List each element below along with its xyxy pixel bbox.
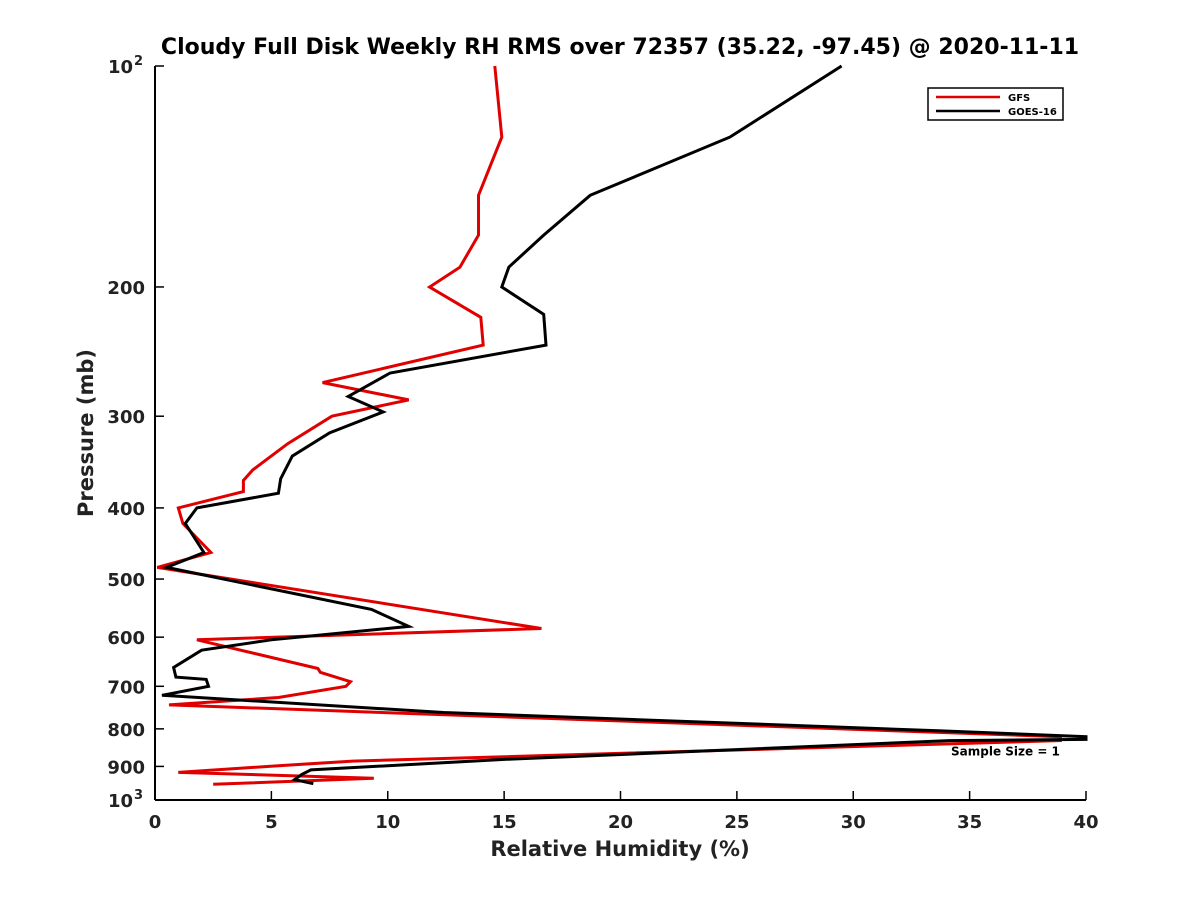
x-tick-label: 30 bbox=[841, 812, 866, 833]
y-tick-label: 900 bbox=[107, 757, 145, 778]
y-tick-label: 200 bbox=[107, 278, 145, 299]
x-ticks: 0 5 10 15 20 25 30 35 40 bbox=[149, 791, 1099, 833]
y-tick-label: 700 bbox=[107, 677, 145, 698]
plot-lines bbox=[156, 64, 1088, 786]
y-tick-label: 600 bbox=[107, 628, 145, 649]
x-tick-label: 5 bbox=[265, 812, 278, 833]
legend-box bbox=[927, 87, 1064, 121]
x-tick-label: 35 bbox=[957, 812, 982, 833]
x-tick-label: 10 bbox=[375, 812, 400, 833]
y-tick-label: 10 bbox=[108, 791, 133, 812]
series-line-goes-16 bbox=[161, 64, 1088, 786]
y-tick-exponent: 3 bbox=[134, 788, 143, 803]
sample-size-annotation: Sample Size = 1 bbox=[951, 745, 1060, 759]
x-tick-label: 40 bbox=[1073, 812, 1098, 833]
legend-label-gfs: GFS bbox=[1008, 93, 1030, 104]
x-tick-label: 25 bbox=[724, 812, 749, 833]
y-tick-label: 500 bbox=[107, 570, 145, 591]
y-axis-label: Pressure (mb) bbox=[74, 349, 98, 517]
y-tick-label: 10 bbox=[108, 57, 133, 78]
y-tick-exponent: 2 bbox=[134, 54, 143, 69]
x-tick-label: 15 bbox=[492, 812, 517, 833]
x-tick-label: 20 bbox=[608, 812, 633, 833]
y-tick-label: 400 bbox=[107, 499, 145, 520]
x-axis-label: Relative Humidity (%) bbox=[490, 837, 749, 861]
chart-title: Cloudy Full Disk Weekly RH RMS over 7235… bbox=[161, 35, 1079, 60]
x-tick-label: 0 bbox=[149, 812, 162, 833]
y-tick-label: 800 bbox=[107, 720, 145, 741]
y-tick-label: 300 bbox=[107, 407, 145, 428]
legend-label-goes16: GOES-16 bbox=[1008, 107, 1057, 118]
legend: GFS GOES-16 bbox=[927, 87, 1064, 121]
